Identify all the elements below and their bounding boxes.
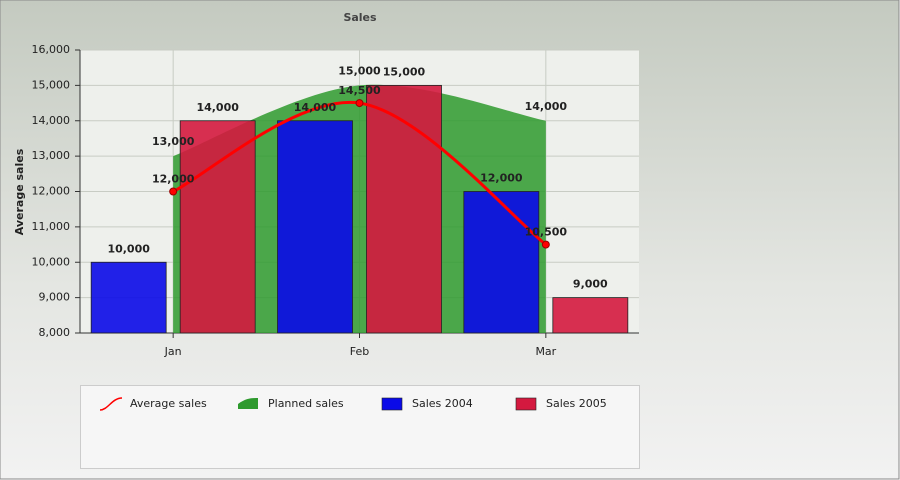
- bar: [179, 120, 256, 334]
- line-marker: [169, 187, 178, 196]
- x-tick-label: Feb: [350, 345, 369, 358]
- legend-swatch: [381, 397, 403, 411]
- value-label: 14,000: [196, 101, 239, 114]
- areas: [173, 84, 546, 333]
- legend-label: Sales 2005: [546, 397, 607, 410]
- value-label: 14,000: [525, 100, 568, 113]
- lines: [169, 99, 550, 249]
- y-tick-label: 10,000: [32, 255, 71, 268]
- bars: [90, 84, 629, 334]
- x-tick-label: Mar: [535, 345, 556, 358]
- line-marker: [541, 240, 550, 249]
- bar: [277, 120, 353, 334]
- labels: 13,000 15,000 14,000 10,000 14,000 12,000 14,0…: [107, 64, 608, 290]
- value-label: 10,000: [107, 242, 150, 255]
- legend-label: Average sales: [130, 397, 207, 410]
- y-axis-title: Average sales: [13, 148, 26, 235]
- y-tick-label: 12,000: [32, 185, 71, 198]
- y-tick-label: 13,000: [32, 149, 71, 162]
- legend-swatch: [99, 397, 123, 411]
- legend-label: Planned sales: [268, 397, 344, 410]
- y-tick-label: 15,000: [32, 78, 71, 91]
- value-label: 13,000: [152, 135, 195, 148]
- y-tick-label: 11,000: [32, 220, 71, 233]
- y-tick-label: 8,000: [39, 326, 71, 339]
- value-label: 9,000: [573, 278, 608, 291]
- bar: [552, 297, 629, 334]
- legend-swatch: [515, 397, 537, 411]
- line-marker: [355, 99, 364, 108]
- value-label: 15,000: [383, 65, 426, 78]
- legend-label: Sales 2004: [412, 397, 473, 410]
- legend: Average sales Planned sales Sales 2004 Sale…: [99, 397, 607, 411]
- bar: [463, 191, 540, 334]
- value-label: 15,000: [338, 64, 381, 77]
- value-label: 14,500: [338, 84, 381, 97]
- bar: [90, 261, 167, 334]
- legend-swatch: [238, 398, 258, 409]
- y-tick-label: 9,000: [39, 291, 71, 304]
- legend-box: [80, 385, 640, 469]
- area: [173, 84, 546, 333]
- y-tick-label: 14,000: [32, 114, 71, 127]
- bar: [366, 84, 442, 334]
- x-tick-label: Jan: [164, 345, 182, 358]
- value-label: 12,000: [480, 172, 523, 185]
- value-label: 14,000: [294, 101, 337, 114]
- value-label: 10,500: [525, 226, 568, 239]
- value-label: 12,000: [152, 173, 195, 186]
- chart-title: Sales: [343, 11, 377, 24]
- y-tick-label: 16,000: [32, 43, 71, 56]
